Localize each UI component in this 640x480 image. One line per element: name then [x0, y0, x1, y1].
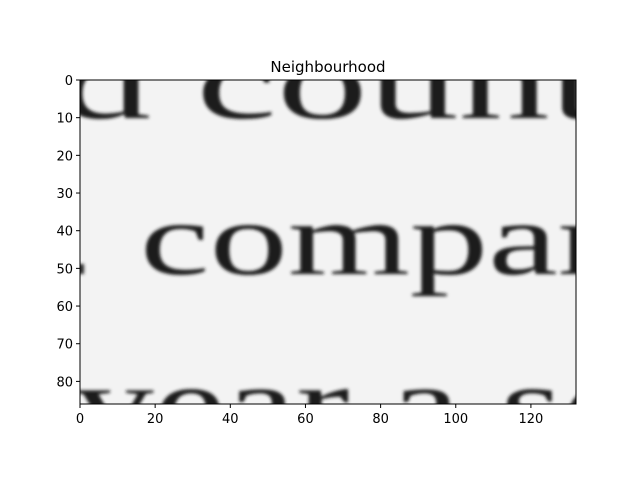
- y-tick-label: 20: [56, 149, 73, 164]
- text-line-middle: compar: [140, 182, 610, 297]
- y-tick-label: 80: [56, 375, 73, 390]
- text-line-top: d count: [60, 23, 600, 142]
- y-tick-label: 30: [56, 187, 73, 202]
- text-line-bottom: year a se: [74, 345, 634, 464]
- x-tick-label: 120: [518, 412, 543, 427]
- x-tick-label: 80: [372, 412, 389, 427]
- y-tick-label: 0: [65, 74, 73, 89]
- x-tick-label: 100: [443, 412, 468, 427]
- edge-mark-left: [80, 264, 84, 274]
- paper-texture: [80, 80, 576, 404]
- axes-frame: [79, 79, 577, 405]
- x-tick-label: 60: [297, 412, 314, 427]
- x-tick-label: 40: [222, 412, 239, 427]
- image-area: d count compar year a se: [60, 23, 634, 464]
- plot-title: Neighbourhood: [270, 58, 385, 76]
- y-tick-label: 40: [56, 225, 73, 240]
- scanned-text: d count compar year a se: [60, 23, 634, 464]
- y-axis: 0 10 20 30 40 50 60 70 80: [56, 74, 80, 390]
- x-tick-label: 20: [147, 412, 164, 427]
- y-tick-label: 50: [56, 262, 73, 277]
- y-tick-label: 10: [56, 112, 73, 127]
- y-tick-label: 60: [56, 300, 73, 315]
- x-tick-label: 0: [76, 412, 84, 427]
- y-tick-label: 70: [56, 338, 73, 353]
- x-axis: 0 20 40 60 80 100 120: [76, 404, 543, 427]
